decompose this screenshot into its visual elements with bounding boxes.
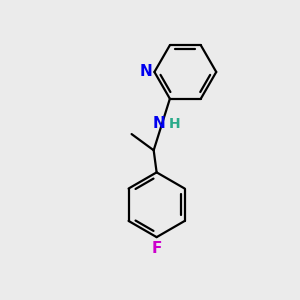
Text: F: F [152, 241, 162, 256]
Text: H: H [168, 117, 180, 131]
Text: N: N [153, 116, 166, 131]
Text: N: N [139, 64, 152, 80]
